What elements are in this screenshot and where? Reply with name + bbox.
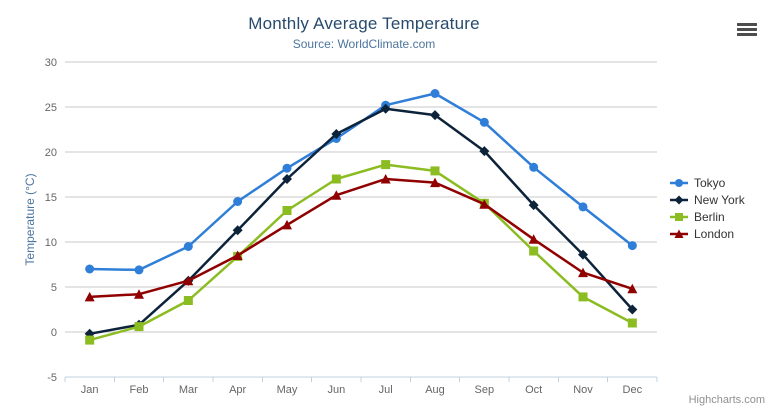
x-axis-label: Oct — [525, 384, 542, 396]
x-axis-label: Sep — [475, 384, 495, 396]
x-axis-label: Feb — [130, 384, 149, 396]
data-point-berlin[interactable] — [430, 166, 440, 176]
data-point-tokyo[interactable] — [233, 197, 243, 206]
y-axis-label: 10 — [45, 237, 57, 249]
legend-item-label: Berlin — [694, 209, 725, 224]
data-point-new-york[interactable] — [430, 110, 440, 121]
data-point-london[interactable] — [84, 291, 95, 302]
data-point-berlin[interactable] — [381, 160, 391, 170]
y-axis-label: 15 — [45, 192, 57, 204]
series-line-tokyo — [88, 92, 634, 272]
legend: Tokyo New York Berlin London — [669, 174, 745, 242]
data-point-london[interactable] — [627, 283, 638, 294]
legend-symbol-diamond-icon — [670, 195, 688, 204]
data-point-london[interactable] — [282, 219, 292, 230]
series-new-york[interactable] — [84, 103, 638, 339]
legend-symbol-marker — [675, 178, 683, 187]
legend-item-label: New York — [694, 192, 745, 207]
legend-item-label: London — [694, 226, 735, 241]
data-point-tokyo[interactable] — [134, 265, 144, 275]
series-tokyo[interactable] — [85, 89, 637, 275]
data-point-new-york[interactable] — [479, 146, 490, 157]
legend-item-berlin[interactable]: Berlin — [669, 208, 745, 225]
y-axis-label: 0 — [51, 327, 57, 339]
data-point-tokyo[interactable] — [627, 241, 637, 251]
x-axis-label: Mar — [179, 384, 198, 396]
data-point-tokyo[interactable] — [282, 163, 292, 173]
data-point-berlin[interactable] — [578, 292, 588, 302]
y-axis-label: -5 — [47, 372, 57, 384]
y-axis-label: 30 — [45, 57, 57, 69]
y-axis-label: 5 — [51, 282, 57, 294]
y-axis-label: 25 — [45, 102, 57, 114]
hamburger-icon — [737, 22, 757, 36]
series-line-london — [88, 177, 634, 299]
x-axis-label: Jun — [327, 384, 345, 396]
data-point-new-york[interactable] — [528, 200, 539, 211]
legend-symbol-marker — [674, 229, 684, 238]
data-point-berlin[interactable] — [529, 246, 539, 256]
data-point-london[interactable] — [430, 177, 440, 188]
legend-item-new-york[interactable]: New York — [669, 191, 745, 208]
data-point-new-york[interactable] — [627, 304, 638, 315]
series-line-berlin — [88, 163, 634, 342]
data-point-berlin[interactable] — [331, 174, 341, 184]
x-axis-label: Nov — [573, 384, 593, 396]
data-point-berlin[interactable] — [282, 206, 292, 215]
legend-symbol-marker — [674, 195, 684, 204]
data-point-london[interactable] — [232, 250, 243, 261]
series-line-new-york — [88, 107, 634, 336]
data-point-tokyo[interactable] — [85, 264, 95, 274]
data-point-tokyo[interactable] — [430, 89, 440, 98]
data-point-london[interactable] — [528, 234, 539, 244]
data-point-new-york[interactable] — [282, 174, 292, 184]
data-point-tokyo[interactable] — [529, 162, 539, 172]
legend-symbol-square-icon — [670, 212, 688, 221]
y-axis-title: Temperature (°C) — [23, 173, 37, 265]
data-point-london[interactable] — [331, 190, 342, 200]
data-point-new-york[interactable] — [331, 129, 342, 139]
y-axis-label: 20 — [45, 147, 57, 159]
data-point-tokyo[interactable] — [479, 117, 489, 127]
legend-item-tokyo[interactable]: Tokyo — [669, 174, 745, 191]
legend-symbol-marker — [675, 212, 683, 221]
legend-symbol-circle-icon — [670, 178, 688, 187]
data-point-berlin[interactable] — [134, 322, 144, 332]
data-point-new-york[interactable] — [380, 103, 391, 114]
x-axis-label: Aug — [425, 384, 445, 396]
x-axis-label: Apr — [229, 384, 246, 396]
credits-link[interactable]: Highcharts.com — [688, 394, 765, 406]
x-axis-label: May — [277, 384, 298, 396]
data-point-tokyo[interactable] — [578, 202, 588, 212]
x-axis-label: Dec — [623, 384, 643, 396]
data-point-new-york[interactable] — [232, 225, 243, 236]
legend-symbol-triangle-icon — [670, 229, 688, 238]
data-point-berlin[interactable] — [85, 335, 95, 345]
data-point-london[interactable] — [578, 267, 588, 278]
data-point-london[interactable] — [134, 289, 144, 299]
data-point-london[interactable] — [479, 199, 490, 209]
series-london[interactable] — [84, 174, 638, 302]
data-point-tokyo[interactable] — [183, 242, 193, 251]
export-menu-button[interactable] — [735, 20, 759, 38]
x-axis-label: Jan — [81, 384, 99, 396]
x-axis-label: Jul — [379, 384, 393, 396]
data-point-berlin[interactable] — [627, 318, 637, 328]
legend-item-london[interactable]: London — [669, 225, 745, 242]
data-point-london[interactable] — [380, 174, 391, 184]
data-point-london[interactable] — [183, 275, 194, 286]
data-point-berlin[interactable] — [183, 296, 193, 305]
data-point-new-york[interactable] — [578, 249, 588, 260]
legend-item-label: Tokyo — [694, 175, 726, 190]
